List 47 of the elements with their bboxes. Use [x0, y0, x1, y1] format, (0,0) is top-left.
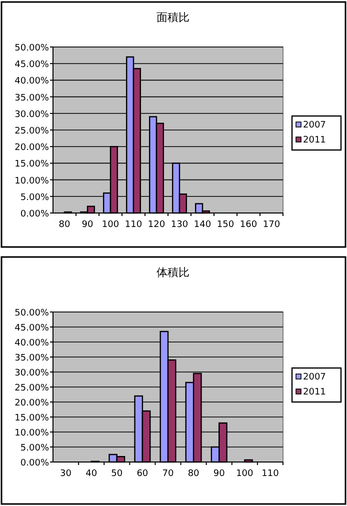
- x-tick-label: 170: [262, 220, 280, 230]
- y-tick-label: 20.00%: [14, 143, 50, 154]
- x-tick-label: 100: [236, 469, 254, 479]
- x-tick-label: 40: [86, 469, 98, 479]
- x-tick-label: 80: [188, 469, 200, 479]
- x-tick-label: 130: [170, 220, 188, 230]
- y-tick-label: 45.00%: [14, 60, 50, 70]
- legend-label: 2011: [303, 388, 326, 398]
- chart-title: 面積比: [156, 11, 190, 24]
- y-tick-label: 30.00%: [14, 110, 50, 120]
- y-tick-label: 25.00%: [14, 126, 50, 136]
- y-tick-label: 10.00%: [14, 176, 50, 186]
- y-tick-label: 40.00%: [14, 338, 50, 348]
- x-tick-label: 110: [262, 469, 280, 479]
- legend-label: 2011: [303, 136, 326, 146]
- y-tick-label: 15.00%: [14, 160, 50, 170]
- y-tick-label: 35.00%: [14, 354, 50, 364]
- y-tick-label: 50.00%: [14, 44, 50, 54]
- x-tick-label: 60: [136, 469, 148, 479]
- chart-title: 体積比: [156, 266, 190, 279]
- y-tick-label: 5.00%: [20, 192, 50, 203]
- y-tick-label: 5.00%: [20, 444, 50, 454]
- x-tick-label: 100: [102, 220, 120, 230]
- y-tick-label: 0.00%: [20, 458, 50, 468]
- x-tick-label: 150: [216, 220, 234, 230]
- x-tick-label: 50: [111, 469, 123, 479]
- x-tick-label: 90: [213, 469, 226, 479]
- y-tick-label: 45.00%: [14, 324, 50, 334]
- y-tick-label: 10.00%: [14, 428, 50, 438]
- legend-label: 2007: [303, 372, 326, 382]
- x-tick-label: 110: [124, 220, 142, 230]
- x-tick-label: 140: [194, 220, 212, 230]
- y-tick-label: 15.00%: [14, 414, 50, 424]
- legend-label: 2007: [303, 120, 326, 130]
- x-tick-label: 80: [58, 220, 70, 230]
- y-tick-label: 0.00%: [20, 210, 50, 220]
- y-tick-label: 50.00%: [14, 308, 50, 318]
- y-tick-label: 20.00%: [14, 398, 50, 408]
- x-tick-label: 90: [82, 220, 94, 230]
- x-tick-label: 70: [162, 469, 174, 479]
- y-tick-label: 40.00%: [14, 76, 50, 87]
- x-tick-label: 160: [240, 220, 258, 230]
- x-tick-label: 30: [60, 469, 72, 479]
- x-tick-label: 120: [148, 220, 166, 230]
- y-tick-label: 35.00%: [14, 93, 50, 104]
- y-tick-label: 25.00%: [14, 384, 50, 394]
- y-tick-label: 30.00%: [14, 368, 50, 378]
